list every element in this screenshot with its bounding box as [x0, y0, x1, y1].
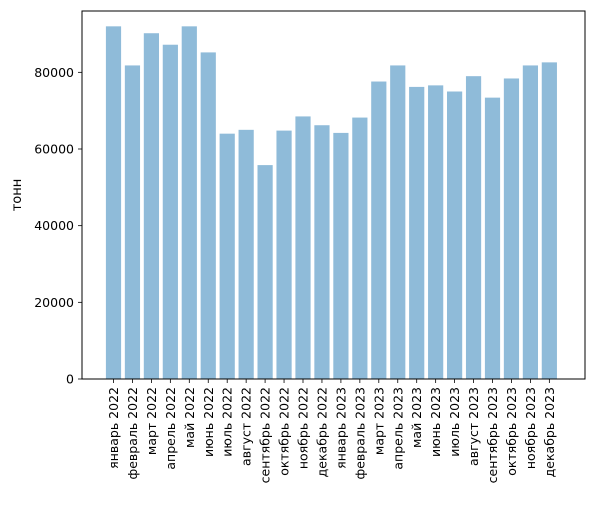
bar — [314, 125, 330, 379]
bar — [124, 65, 141, 380]
x-tick-label: октябрь 2023 — [504, 387, 519, 476]
bar — [181, 26, 197, 380]
bar — [295, 116, 311, 380]
bar — [428, 85, 444, 380]
y-tick-label: 80000 — [34, 65, 74, 80]
bar — [257, 165, 273, 379]
plot-frame — [81, 10, 586, 380]
x-tick-label: июнь 2023 — [428, 387, 443, 457]
bars-group — [105, 26, 557, 380]
bar — [371, 81, 387, 379]
bar — [333, 132, 349, 379]
x-tick-label: декабрь 2022 — [314, 387, 329, 477]
bar — [447, 91, 463, 379]
x-tick-label: март 2023 — [371, 387, 386, 455]
x-tick-label: январь 2022 — [106, 387, 121, 469]
x-tick-label: декабрь 2023 — [542, 387, 557, 477]
x-tick-label: сентябрь 2023 — [485, 387, 500, 483]
bar — [465, 76, 482, 380]
y-axis-label: тонн — [10, 179, 25, 212]
y-tick-label: 40000 — [34, 218, 74, 233]
x-tick-label: апрель 2022 — [163, 387, 178, 470]
bar — [541, 62, 557, 380]
y-axis: 0 20000 40000 60000 80000 — [34, 65, 82, 387]
x-tick-label: февраль 2023 — [352, 387, 367, 479]
x-tick-label: апрель 2023 — [390, 387, 405, 470]
x-tick-label: август 2023 — [466, 387, 481, 466]
y-tick-label: 20000 — [34, 295, 74, 310]
y-tick-label: 0 — [66, 372, 74, 387]
bar — [352, 117, 368, 379]
x-tick-label: ноябрь 2022 — [296, 387, 311, 469]
y-tick-label: 60000 — [34, 142, 74, 157]
x-tick-label: ноябрь 2023 — [523, 387, 538, 469]
bar — [200, 52, 216, 380]
x-tick-label: май 2022 — [182, 387, 197, 448]
x-tick-label: февраль 2022 — [125, 387, 140, 479]
bar — [409, 86, 425, 380]
x-tick-label: июнь 2022 — [201, 387, 216, 457]
x-tick-label: май 2023 — [409, 387, 424, 448]
bar — [503, 78, 520, 379]
x-tick-label: январь 2023 — [333, 387, 348, 469]
bar — [522, 65, 538, 380]
x-tick-label: август 2022 — [239, 387, 254, 466]
bar — [238, 129, 254, 379]
x-tick-label: июль 2022 — [220, 387, 235, 457]
x-tick-label: март 2022 — [144, 387, 159, 455]
bar — [105, 26, 122, 380]
x-tick-label: июль 2023 — [447, 387, 462, 457]
x-tick-label: октябрь 2022 — [277, 387, 292, 476]
x-tick-label: сентябрь 2022 — [258, 387, 273, 483]
x-axis: январь 2022 февраль 2022 март 2022 апрель 2… — [106, 379, 557, 483]
bar — [219, 133, 235, 379]
bar — [484, 97, 501, 379]
bar — [276, 130, 292, 379]
bar — [143, 33, 159, 379]
bar — [162, 44, 178, 379]
bar — [390, 65, 406, 380]
